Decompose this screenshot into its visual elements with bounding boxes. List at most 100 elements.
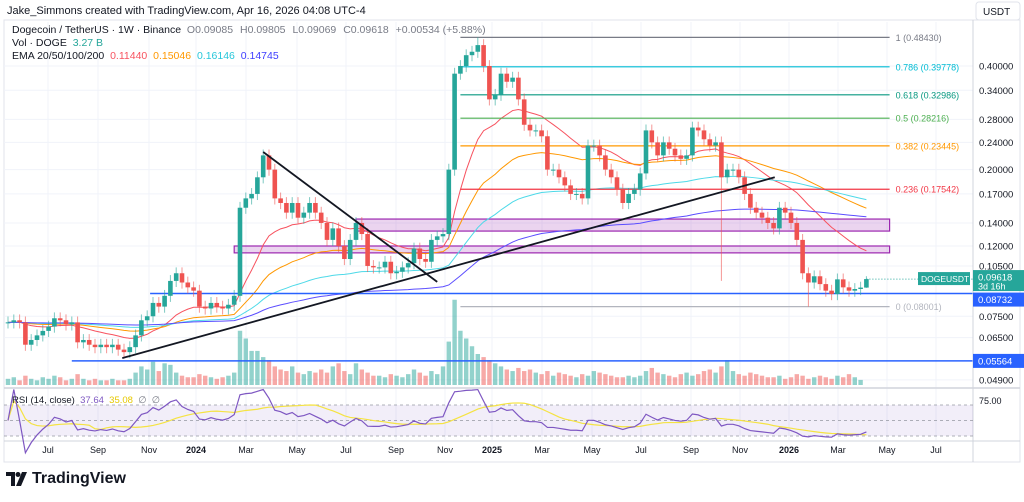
- volume-bar: [498, 366, 504, 385]
- volume-bar: [110, 378, 115, 385]
- volume-bar: [371, 375, 376, 385]
- volume-bar: [237, 330, 243, 385]
- volume-bar: [301, 374, 306, 385]
- candle-body: [655, 142, 660, 156]
- volume-bar: [185, 377, 190, 385]
- countdown-label: 3d 16h: [978, 282, 1006, 292]
- rsi-line: [7, 388, 867, 455]
- candle-body: [713, 142, 718, 146]
- candle-body: [371, 265, 376, 268]
- candle-body: [504, 73, 510, 82]
- volume-bar: [806, 378, 811, 385]
- candle-body: [800, 239, 805, 274]
- candle-body: [864, 279, 869, 288]
- candle-body: [191, 287, 196, 291]
- volume-bar: [127, 378, 132, 385]
- volume-legend[interactable]: Vol · DOGE 3.27 B: [12, 37, 490, 50]
- volume-bar: [481, 357, 486, 385]
- ema100-value: 0.16146: [196, 50, 235, 62]
- volume-bar: [754, 374, 759, 385]
- volume-bar: [284, 371, 289, 385]
- price-tick-label: 0.04900: [979, 375, 1013, 386]
- volume-bar: [197, 374, 202, 385]
- volume-bar: [382, 377, 388, 385]
- volume-bar: [800, 375, 805, 385]
- volume-bar: [272, 366, 277, 385]
- close-label: C: [343, 24, 351, 36]
- volume-bar: [121, 380, 127, 385]
- volume-bar: [208, 377, 214, 385]
- level-price-label: 0.05564: [978, 356, 1012, 367]
- candle-body: [487, 66, 492, 100]
- level-price-label: 0.08732: [978, 295, 1012, 306]
- volume-bar: [179, 375, 185, 385]
- candle-body: [255, 177, 260, 194]
- candle-body: [347, 239, 353, 260]
- volume-bar: [777, 375, 782, 385]
- candle-body: [730, 169, 736, 171]
- volume-bar: [568, 375, 573, 385]
- volume-bar: [725, 360, 730, 385]
- time-tick-label: Nov: [732, 445, 749, 455]
- volume-bar: [429, 371, 434, 385]
- candle-body: [301, 212, 307, 218]
- rsi-ma-line: [7, 399, 867, 436]
- symbol-legend[interactable]: Dogecoin / TetherUS · 1W · Binance O0.09…: [12, 24, 490, 37]
- rsi-ma-value: 35.08: [109, 395, 133, 406]
- chart-frame: [3, 19, 1021, 463]
- volume-bar: [620, 377, 625, 385]
- candle-body: [556, 169, 562, 178]
- candle-body: [701, 130, 707, 140]
- volume-bar: [435, 374, 440, 385]
- candle-body: [666, 142, 672, 149]
- chart-credit: Jake_Simmons created with TradingView.co…: [7, 5, 366, 17]
- time-tick-label: Sep: [683, 445, 699, 455]
- candle-body: [185, 282, 191, 288]
- candle-body: [446, 169, 452, 235]
- volume-bar: [104, 380, 109, 385]
- candle-body: [376, 267, 382, 269]
- time-tick-label: May: [583, 445, 601, 455]
- price-tick-label: 0.12000: [979, 241, 1013, 252]
- rsi-legend[interactable]: RSI (14, close) 37.64 35.08 ∅ ∅: [12, 395, 160, 406]
- ema-label: EMA 20/50/100/200: [12, 50, 105, 62]
- candle-body: [626, 193, 631, 203]
- volume-bar: [168, 364, 173, 385]
- ema-legend[interactable]: EMA 20/50/100/200 0.11440 0.15046 0.1614…: [12, 50, 490, 63]
- time-tick-label: May: [878, 445, 896, 455]
- candle-body: [52, 318, 57, 327]
- time-tick-label: Sep: [388, 445, 404, 455]
- candle-body: [388, 261, 394, 274]
- volume-value: 3.27 B: [72, 37, 104, 49]
- volume-bar: [145, 369, 150, 385]
- price-tick-label: 0.06500: [979, 333, 1013, 344]
- symbol-tag: [918, 272, 970, 286]
- candle-body: [463, 55, 469, 66]
- volume-bar: [330, 366, 335, 385]
- candle-body: [597, 145, 602, 156]
- volume-bar: [603, 374, 608, 385]
- tradingview-logo[interactable]: TradingView: [6, 470, 126, 488]
- ema-200-line: [7, 208, 867, 326]
- candle-body: [46, 326, 51, 331]
- candle-body: [852, 289, 858, 291]
- ema20-value: 0.11440: [110, 50, 148, 62]
- time-tick-label: Mar: [534, 445, 550, 455]
- volume-bar: [748, 372, 753, 385]
- volume-bar: [214, 378, 219, 385]
- volume-bar: [116, 380, 121, 385]
- candle-body: [168, 280, 173, 296]
- volume-bar: [493, 363, 498, 385]
- high-label: H: [239, 24, 248, 36]
- candle-body: [817, 276, 823, 285]
- fib-level-label: 0.786 (0.39778): [896, 62, 960, 72]
- volume-bar: [46, 378, 51, 385]
- candle-body: [400, 267, 405, 272]
- volume-bar: [191, 377, 196, 385]
- level-price-tag: [973, 292, 1024, 307]
- volume-bar: [580, 374, 585, 385]
- volume-bar: [626, 375, 631, 385]
- price-tick-label: 0.10500: [979, 261, 1013, 272]
- volume-bar: [353, 363, 359, 385]
